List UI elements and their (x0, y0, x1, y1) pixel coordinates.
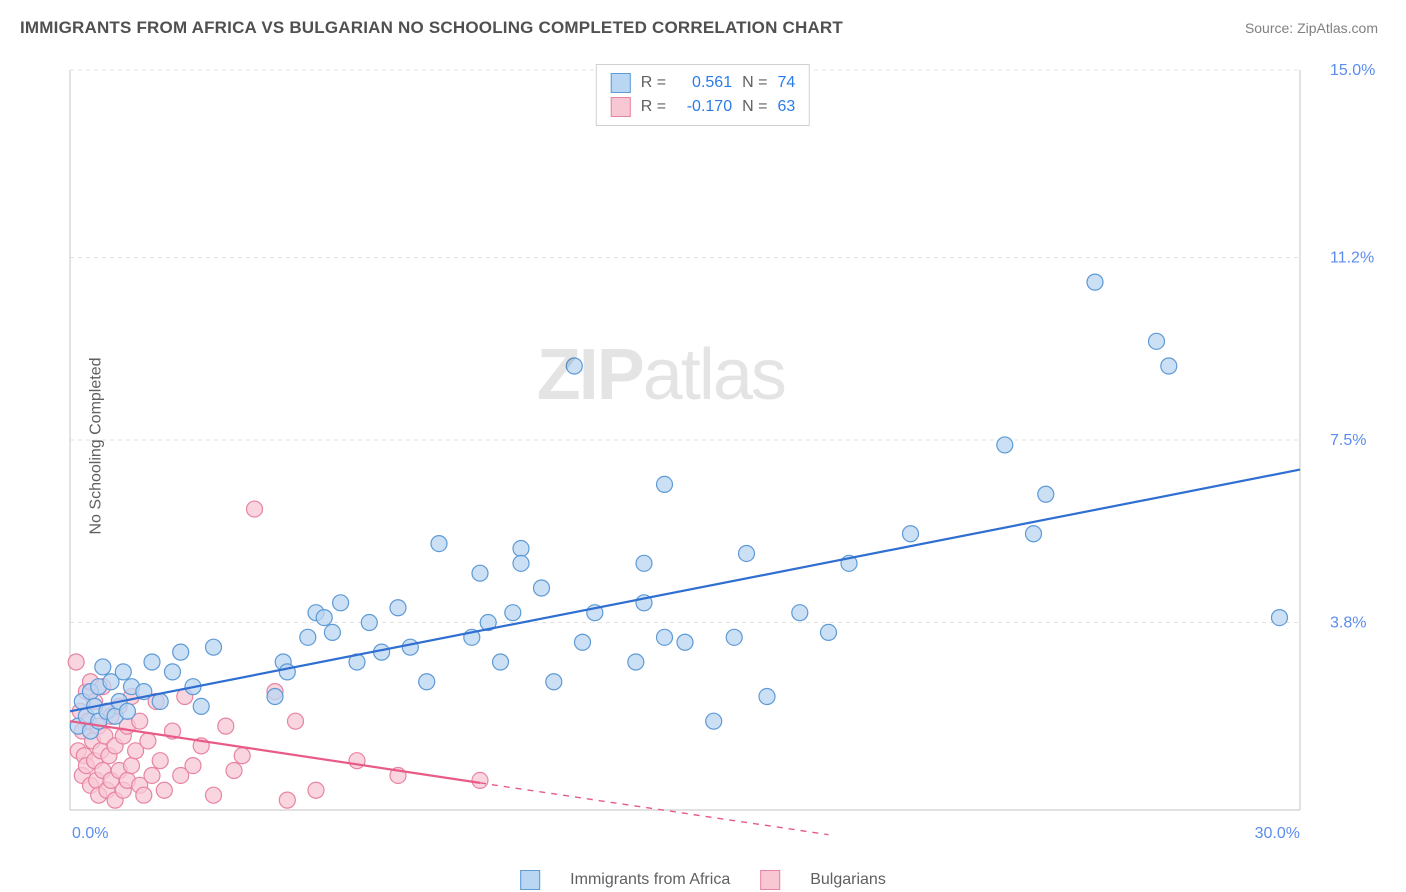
correlation-legend: R = 0.561 N = 74 R = -0.170 N = 63 (596, 64, 810, 126)
swatch-pink (611, 97, 631, 117)
svg-text:7.5%: 7.5% (1330, 432, 1366, 449)
series-label-blue: Immigrants from Africa (570, 871, 730, 889)
svg-text:11.2%: 11.2% (1330, 249, 1374, 266)
plot-area: 3.8% 7.5% 11.2% 15.0% 0.0% 30.0% (60, 60, 1380, 850)
scatter-svg: 3.8% 7.5% 11.2% 15.0% 0.0% 30.0% (60, 60, 1380, 850)
n-label: N = (742, 95, 767, 119)
legend-row-pink: R = -0.170 N = 63 (611, 95, 795, 119)
swatch-blue (520, 870, 540, 890)
n-value-blue: 74 (777, 71, 795, 95)
r-value-pink: -0.170 (676, 95, 732, 119)
series-label-pink: Bulgarians (810, 871, 886, 889)
svg-text:0.0%: 0.0% (72, 825, 108, 842)
r-value-blue: 0.561 (676, 71, 732, 95)
swatch-blue (611, 73, 631, 93)
r-label: R = (641, 71, 666, 95)
source-prefix: Source: (1245, 20, 1297, 36)
legend-row-blue: R = 0.561 N = 74 (611, 71, 795, 95)
n-value-pink: 63 (777, 95, 795, 119)
chart-container: IMMIGRANTS FROM AFRICA VS BULGARIAN NO S… (0, 0, 1406, 892)
source-link[interactable]: ZipAtlas.com (1297, 20, 1378, 36)
source-attribution: Source: ZipAtlas.com (1245, 20, 1378, 36)
swatch-pink (760, 870, 780, 890)
chart-title: IMMIGRANTS FROM AFRICA VS BULGARIAN NO S… (20, 18, 843, 38)
r-label: R = (641, 95, 666, 119)
series-legend: Immigrants from Africa Bulgarians (520, 870, 886, 890)
svg-text:30.0%: 30.0% (1255, 825, 1300, 842)
n-label: N = (742, 71, 767, 95)
svg-text:15.0%: 15.0% (1330, 62, 1375, 79)
svg-text:3.8%: 3.8% (1330, 615, 1366, 632)
